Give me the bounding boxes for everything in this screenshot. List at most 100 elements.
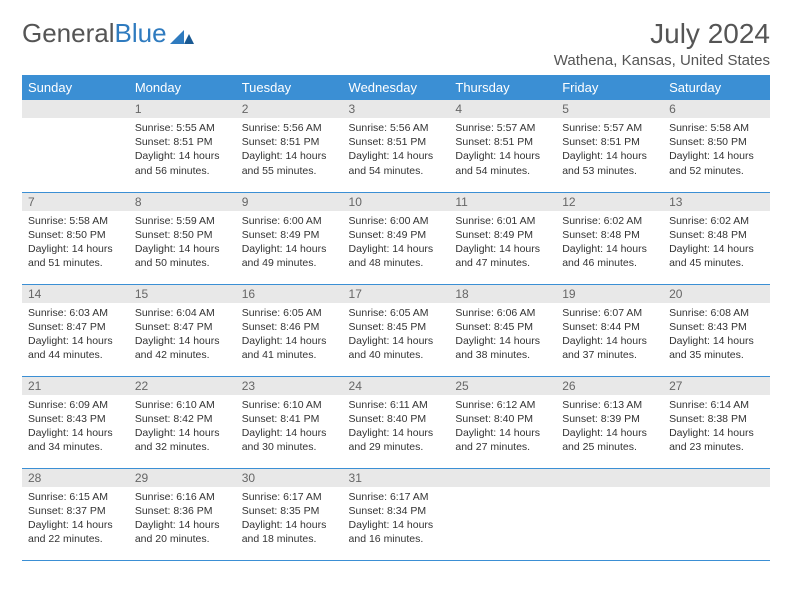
day-number bbox=[22, 100, 129, 118]
day-line: Daylight: 14 hours bbox=[135, 518, 230, 532]
day-line: Daylight: 14 hours bbox=[349, 149, 444, 163]
day-line: Sunrise: 5:56 AM bbox=[242, 121, 337, 135]
day-line: Daylight: 14 hours bbox=[562, 242, 657, 256]
calendar-cell: 25Sunrise: 6:12 AMSunset: 8:40 PMDayligh… bbox=[449, 376, 556, 468]
day-header-row: SundayMondayTuesdayWednesdayThursdayFrid… bbox=[22, 75, 770, 100]
calendar-cell: 28Sunrise: 6:15 AMSunset: 8:37 PMDayligh… bbox=[22, 468, 129, 560]
day-line: Sunset: 8:51 PM bbox=[349, 135, 444, 149]
day-content: Sunrise: 6:04 AMSunset: 8:47 PMDaylight:… bbox=[129, 303, 236, 367]
day-line: and 27 minutes. bbox=[455, 440, 550, 454]
day-line: Daylight: 14 hours bbox=[455, 426, 550, 440]
day-line: Sunrise: 6:17 AM bbox=[349, 490, 444, 504]
day-header: Friday bbox=[556, 75, 663, 100]
day-line: and 30 minutes. bbox=[242, 440, 337, 454]
day-line: and 51 minutes. bbox=[28, 256, 123, 270]
day-header: Sunday bbox=[22, 75, 129, 100]
day-line: Daylight: 14 hours bbox=[242, 334, 337, 348]
day-line: Daylight: 14 hours bbox=[135, 242, 230, 256]
day-line: and 44 minutes. bbox=[28, 348, 123, 362]
day-line: and 22 minutes. bbox=[28, 532, 123, 546]
day-content: Sunrise: 6:01 AMSunset: 8:49 PMDaylight:… bbox=[449, 211, 556, 275]
calendar-cell: 31 Sunrise: 6:17 AMSunset: 8:34 PMDayligh… bbox=[343, 468, 450, 560]
day-line: Daylight: 14 hours bbox=[349, 334, 444, 348]
calendar-cell: 15Sunrise: 6:04 AMSunset: 8:47 PMDayligh… bbox=[129, 284, 236, 376]
day-line: Sunrise: 6:13 AM bbox=[562, 398, 657, 412]
calendar-cell: 1Sunrise: 5:55 AMSunset: 8:51 PMDaylight… bbox=[129, 100, 236, 192]
day-line: Sunset: 8:42 PM bbox=[135, 412, 230, 426]
day-number: 4 bbox=[449, 100, 556, 118]
day-line: and 45 minutes. bbox=[669, 256, 764, 270]
day-line: Sunrise: 6:16 AM bbox=[135, 490, 230, 504]
day-content: Sunrise: 6:14 AMSunset: 8:38 PMDaylight:… bbox=[663, 395, 770, 459]
day-number: 13 bbox=[663, 193, 770, 211]
day-line: Daylight: 14 hours bbox=[349, 518, 444, 532]
day-line: Sunrise: 6:10 AM bbox=[135, 398, 230, 412]
calendar-cell: 14Sunrise: 6:03 AMSunset: 8:47 PMDayligh… bbox=[22, 284, 129, 376]
day-number: 6 bbox=[663, 100, 770, 118]
day-line: and 50 minutes. bbox=[135, 256, 230, 270]
day-number: 18 bbox=[449, 285, 556, 303]
calendar-cell bbox=[556, 468, 663, 560]
calendar-cell: 29Sunrise: 6:16 AMSunset: 8:36 PMDayligh… bbox=[129, 468, 236, 560]
day-number: 11 bbox=[449, 193, 556, 211]
day-line: Sunset: 8:41 PM bbox=[242, 412, 337, 426]
day-line: Daylight: 14 hours bbox=[242, 149, 337, 163]
day-line: Sunset: 8:51 PM bbox=[455, 135, 550, 149]
day-line: Sunrise: 6:12 AM bbox=[455, 398, 550, 412]
day-content: Sunrise: 6:06 AMSunset: 8:45 PMDaylight:… bbox=[449, 303, 556, 367]
day-line: Daylight: 14 hours bbox=[28, 426, 123, 440]
calendar-cell: 13Sunrise: 6:02 AMSunset: 8:48 PMDayligh… bbox=[663, 192, 770, 284]
day-content: Sunrise: 6:10 AMSunset: 8:41 PMDaylight:… bbox=[236, 395, 343, 459]
calendar-cell: 18Sunrise: 6:06 AMSunset: 8:45 PMDayligh… bbox=[449, 284, 556, 376]
day-content: Sunrise: 5:58 AMSunset: 8:50 PMDaylight:… bbox=[22, 211, 129, 275]
day-number: 3 bbox=[343, 100, 450, 118]
day-number: 15 bbox=[129, 285, 236, 303]
day-line: Sunset: 8:49 PM bbox=[242, 228, 337, 242]
day-line: Sunset: 8:34 PM bbox=[349, 504, 444, 518]
day-line: Daylight: 14 hours bbox=[562, 149, 657, 163]
day-content: Sunrise: 6:12 AMSunset: 8:40 PMDaylight:… bbox=[449, 395, 556, 459]
day-line: Daylight: 14 hours bbox=[669, 334, 764, 348]
day-number: 20 bbox=[663, 285, 770, 303]
day-number: 10 bbox=[343, 193, 450, 211]
month-title: July 2024 bbox=[554, 18, 770, 50]
calendar-cell: 7Sunrise: 5:58 AMSunset: 8:50 PMDaylight… bbox=[22, 192, 129, 284]
day-line: Sunset: 8:50 PM bbox=[669, 135, 764, 149]
calendar-cell: 8Sunrise: 5:59 AMSunset: 8:50 PMDaylight… bbox=[129, 192, 236, 284]
day-content: Sunrise: 6:07 AMSunset: 8:44 PMDaylight:… bbox=[556, 303, 663, 367]
day-header: Monday bbox=[129, 75, 236, 100]
calendar-row: 7Sunrise: 5:58 AMSunset: 8:50 PMDaylight… bbox=[22, 192, 770, 284]
day-content: Sunrise: 5:57 AMSunset: 8:51 PMDaylight:… bbox=[449, 118, 556, 182]
day-line: Daylight: 14 hours bbox=[562, 426, 657, 440]
calendar-cell: 24Sunrise: 6:11 AMSunset: 8:40 PMDayligh… bbox=[343, 376, 450, 468]
day-line: Sunset: 8:47 PM bbox=[28, 320, 123, 334]
day-content: Sunrise: 5:57 AMSunset: 8:51 PMDaylight:… bbox=[556, 118, 663, 182]
day-line: Sunrise: 6:08 AM bbox=[669, 306, 764, 320]
day-line: Sunset: 8:37 PM bbox=[28, 504, 123, 518]
day-line: Daylight: 14 hours bbox=[28, 242, 123, 256]
day-line: Sunrise: 6:07 AM bbox=[562, 306, 657, 320]
day-number: 24 bbox=[343, 377, 450, 395]
day-line: Sunset: 8:45 PM bbox=[349, 320, 444, 334]
calendar-cell bbox=[663, 468, 770, 560]
day-line: Sunrise: 6:14 AM bbox=[669, 398, 764, 412]
brand-part2: Blue bbox=[115, 18, 167, 49]
day-line: Sunrise: 5:58 AM bbox=[28, 214, 123, 228]
day-line: and 54 minutes. bbox=[455, 164, 550, 178]
day-line: Sunrise: 6:09 AM bbox=[28, 398, 123, 412]
day-number: 5 bbox=[556, 100, 663, 118]
day-line: Sunrise: 6:03 AM bbox=[28, 306, 123, 320]
day-line: Daylight: 14 hours bbox=[562, 334, 657, 348]
day-line: and 16 minutes. bbox=[349, 532, 444, 546]
day-line: Sunrise: 6:05 AM bbox=[242, 306, 337, 320]
day-line: Daylight: 14 hours bbox=[455, 242, 550, 256]
day-number: 31 bbox=[343, 469, 450, 487]
day-number: 8 bbox=[129, 193, 236, 211]
day-number: 23 bbox=[236, 377, 343, 395]
day-line: and 29 minutes. bbox=[349, 440, 444, 454]
day-line: Sunset: 8:43 PM bbox=[669, 320, 764, 334]
day-line: Sunset: 8:48 PM bbox=[562, 228, 657, 242]
day-line: and 55 minutes. bbox=[242, 164, 337, 178]
calendar-cell: 17Sunrise: 6:05 AMSunset: 8:45 PMDayligh… bbox=[343, 284, 450, 376]
calendar-cell: 22Sunrise: 6:10 AMSunset: 8:42 PMDayligh… bbox=[129, 376, 236, 468]
